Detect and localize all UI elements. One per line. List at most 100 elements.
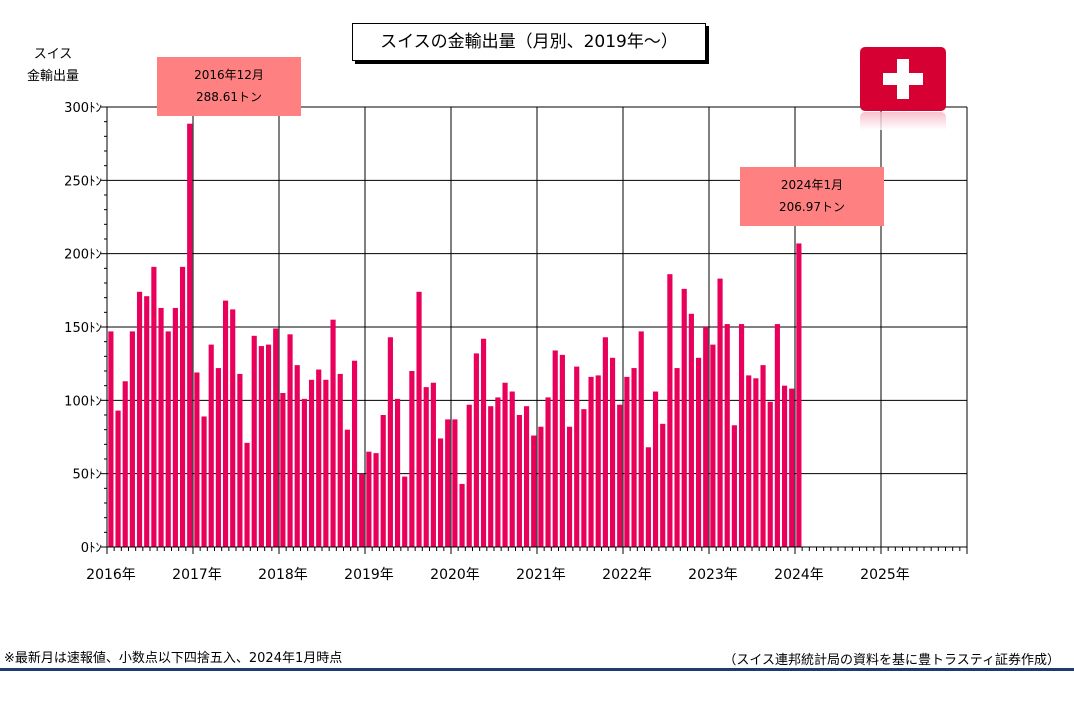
bar (789, 388, 795, 547)
swiss-flag-icon (860, 47, 946, 111)
bar (423, 387, 429, 547)
bar (595, 375, 601, 547)
bar (237, 373, 243, 547)
bar (222, 300, 229, 547)
bar (631, 368, 637, 547)
flag-reflection (860, 112, 946, 130)
bar (609, 357, 616, 547)
bar (351, 360, 358, 547)
bar (495, 397, 501, 547)
bar (394, 398, 401, 547)
bar (731, 425, 737, 547)
callout-date: 2024年1月 (780, 178, 844, 192)
bar (344, 429, 350, 547)
bar (194, 372, 200, 547)
bar (215, 368, 221, 547)
x-tick-label: 2018年 (258, 567, 308, 583)
bar (122, 381, 128, 547)
bar (602, 337, 608, 547)
bar (466, 404, 472, 547)
bar (337, 373, 343, 547)
x-tick-label: 2024年 (774, 567, 824, 583)
bar (516, 415, 522, 547)
bar (746, 375, 752, 547)
bar (244, 442, 250, 547)
bar (559, 354, 565, 547)
bar (674, 368, 680, 547)
bar (373, 453, 379, 547)
bar (409, 371, 415, 547)
bar (703, 327, 709, 547)
y-tick-label: 150ﾄﾝ (64, 321, 102, 336)
callout-value: 288.61トン (196, 90, 262, 104)
x-tick-label: 2021年 (516, 567, 566, 583)
bar (294, 365, 300, 547)
x-tick-label: 2023年 (688, 567, 738, 583)
bar (552, 350, 558, 547)
bar (638, 331, 644, 547)
x-tick-label: 2022年 (602, 567, 652, 583)
bar (308, 379, 315, 547)
bar (531, 435, 537, 547)
bar (545, 397, 551, 547)
bar (151, 266, 157, 547)
bar (588, 376, 594, 547)
x-tick-label: 2020年 (430, 567, 480, 583)
bar (488, 406, 494, 547)
y-tick-label: 100ﾄﾝ (64, 394, 102, 409)
bar (624, 376, 630, 547)
bar (158, 307, 164, 547)
bar (144, 296, 150, 547)
bar (774, 324, 780, 547)
y-tick-label: 50ﾄﾝ (72, 468, 102, 483)
tick-labels: 0ﾄﾝ 50ﾄﾝ 100ﾄﾝ 150ﾄﾝ 200ﾄﾝ 250ﾄﾝ 300ﾄﾝ 2016年 201… (64, 101, 910, 583)
bar (416, 291, 422, 547)
bar (753, 378, 759, 547)
bar (380, 415, 386, 547)
flag-cross-horizontal (883, 73, 923, 85)
bar (667, 274, 673, 547)
callout-date: 2016年12月 (194, 68, 264, 82)
bar (273, 328, 279, 547)
bar (316, 369, 322, 547)
axes (101, 106, 968, 554)
bar (617, 404, 623, 547)
bar (437, 438, 444, 547)
bar (359, 473, 365, 547)
bar (688, 313, 694, 547)
callout-latest-2024: 2024年1月 206.97トン (740, 167, 884, 226)
bar (566, 426, 573, 547)
bar (738, 324, 745, 547)
y-tick-label: 300ﾄﾝ (64, 101, 102, 116)
x-tick-label: 2017年 (172, 567, 222, 583)
footnote: ※最新月は速報値、小数点以下四捨五入、2024年1月時点 (4, 651, 343, 666)
bar (172, 307, 178, 547)
bar (767, 401, 773, 547)
bar (201, 416, 207, 547)
bar (115, 410, 121, 547)
bar (459, 483, 465, 547)
bar (323, 379, 329, 547)
bar (452, 419, 458, 547)
bar (445, 419, 451, 547)
bar (796, 243, 802, 547)
bar (724, 324, 730, 547)
bar (287, 334, 293, 547)
bar (480, 338, 487, 547)
bar (430, 382, 436, 547)
bar (574, 366, 580, 547)
bar (523, 406, 530, 547)
bar (652, 391, 659, 547)
bar (760, 365, 766, 547)
bar (538, 426, 544, 547)
bar (165, 331, 171, 547)
bar (258, 346, 264, 547)
bar (502, 382, 508, 547)
bar (129, 331, 135, 547)
bar (781, 385, 788, 547)
bar (387, 337, 393, 547)
bar (251, 335, 257, 547)
bar (136, 291, 143, 547)
bar (330, 319, 336, 547)
